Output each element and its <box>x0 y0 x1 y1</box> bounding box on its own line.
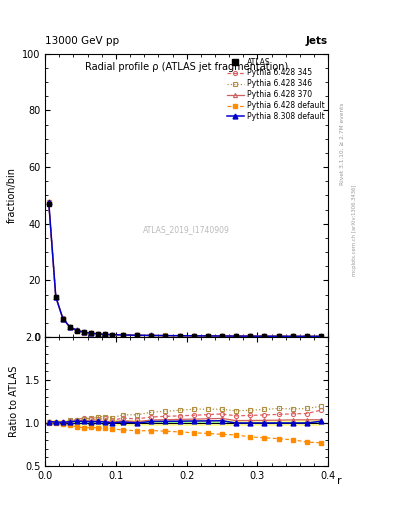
Text: Jets: Jets <box>306 36 328 46</box>
Text: 13000 GeV pp: 13000 GeV pp <box>45 36 119 46</box>
X-axis label: r: r <box>337 476 342 486</box>
Text: Radial profile ρ (ATLAS jet fragmentation): Radial profile ρ (ATLAS jet fragmentatio… <box>85 62 288 72</box>
Legend: ATLAS, Pythia 6.428 345, Pythia 6.428 346, Pythia 6.428 370, Pythia 6.428 defaul: ATLAS, Pythia 6.428 345, Pythia 6.428 34… <box>225 56 326 123</box>
Text: mcplots.cern.ch [arXiv:1306.3436]: mcplots.cern.ch [arXiv:1306.3436] <box>352 185 357 276</box>
Y-axis label: fraction/bin: fraction/bin <box>6 167 17 223</box>
Text: ATLAS_2019_I1740909: ATLAS_2019_I1740909 <box>143 225 230 234</box>
Text: Rivet 3.1.10, ≥ 2.7M events: Rivet 3.1.10, ≥ 2.7M events <box>340 102 345 185</box>
Y-axis label: Ratio to ATLAS: Ratio to ATLAS <box>9 366 19 437</box>
